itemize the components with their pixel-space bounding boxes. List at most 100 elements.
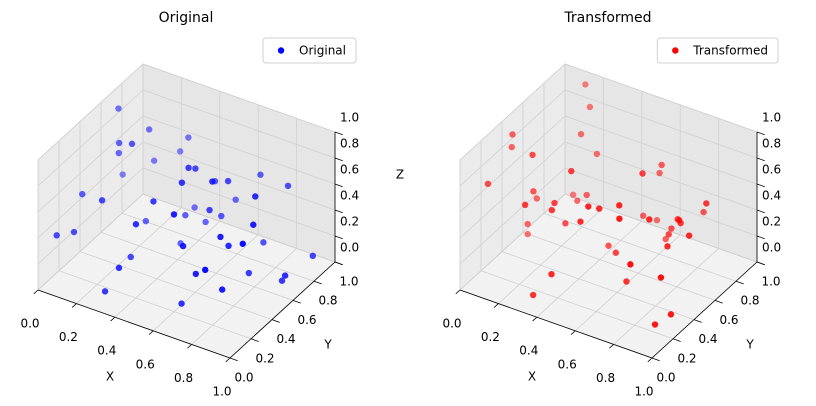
data-point xyxy=(612,249,620,256)
data-point xyxy=(577,218,584,225)
data-point xyxy=(192,270,200,278)
tick-mark xyxy=(609,344,614,349)
data-point xyxy=(529,151,536,159)
data-point xyxy=(703,200,710,207)
tick-mark xyxy=(493,303,499,308)
data-point xyxy=(593,150,601,158)
data-point xyxy=(524,220,531,228)
grid-line xyxy=(564,89,758,159)
data-point xyxy=(150,198,157,205)
chart-title: Original xyxy=(159,10,214,26)
y-axis-label: Y xyxy=(745,338,754,352)
grid-line xyxy=(459,167,566,265)
grid-line xyxy=(536,220,643,318)
data-point xyxy=(119,171,126,178)
data-point xyxy=(224,177,232,185)
tick-mark xyxy=(756,157,765,162)
grid-line xyxy=(522,232,716,301)
y-tick-label: 0.4 xyxy=(698,332,717,346)
x-tick-label: 0.8 xyxy=(174,371,193,385)
data-point xyxy=(658,161,665,169)
data-point xyxy=(562,220,569,227)
data-point xyxy=(677,219,684,227)
x-tick-label: 0.4 xyxy=(97,344,116,358)
tick-mark xyxy=(756,261,765,266)
data-point xyxy=(529,291,537,299)
y-tick-label: 0.6 xyxy=(719,313,738,327)
data-point xyxy=(284,182,292,190)
grid-line xyxy=(58,270,252,340)
data-point xyxy=(232,196,239,203)
tick-mark xyxy=(455,289,461,295)
data-point xyxy=(665,231,672,238)
grid-line xyxy=(142,89,336,159)
data-point xyxy=(667,311,675,318)
data-point xyxy=(509,131,516,138)
data-point xyxy=(178,179,186,186)
chart-title: Transformed xyxy=(563,10,651,26)
data-point xyxy=(115,264,123,272)
data-point xyxy=(218,212,225,220)
tick-mark xyxy=(334,157,343,162)
data-point xyxy=(185,134,192,141)
z-tick-label: 1.0 xyxy=(762,111,781,125)
tick-mark xyxy=(334,183,343,188)
x-tick-label: 0.6 xyxy=(558,357,577,371)
data-point xyxy=(101,288,109,295)
grid-line xyxy=(37,63,144,161)
tick-mark xyxy=(71,303,77,308)
tick-mark xyxy=(756,209,765,214)
data-point xyxy=(533,195,540,202)
grid-line xyxy=(459,193,566,291)
data-point xyxy=(257,171,264,178)
z-axis-label: Z xyxy=(396,168,404,182)
x-tick-label: 0.6 xyxy=(136,357,155,371)
grid-line xyxy=(613,248,719,345)
data-point xyxy=(627,261,634,268)
grid-line xyxy=(142,63,336,133)
grid-line xyxy=(564,63,758,133)
grid-line xyxy=(37,193,144,291)
data-point xyxy=(132,221,140,228)
z-tick-label: 1.0 xyxy=(340,111,359,125)
z-tick-label: 0.8 xyxy=(762,137,781,151)
data-point xyxy=(657,274,665,281)
data-point xyxy=(653,216,661,224)
grid-line xyxy=(114,220,221,318)
tick-mark xyxy=(33,289,39,295)
y-tick-label: 0.8 xyxy=(740,294,759,308)
subplot: 0.00.20.40.60.81.00.00.20.40.60.81.00.00… xyxy=(442,10,781,399)
grid-line xyxy=(79,251,273,320)
grid-line xyxy=(142,141,336,211)
z-tick-label: 0.4 xyxy=(762,189,781,203)
data-point xyxy=(185,164,192,172)
y-tick-label: 1.0 xyxy=(761,275,780,289)
data-point xyxy=(252,193,259,200)
data-point xyxy=(115,139,123,147)
data-point xyxy=(278,277,286,284)
data-point xyxy=(281,272,289,279)
tick-mark xyxy=(693,319,702,323)
grid-line xyxy=(37,115,144,213)
data-point xyxy=(656,169,663,177)
z-tick-label: 0.4 xyxy=(340,189,359,203)
data-point xyxy=(192,165,199,172)
data-point xyxy=(53,232,60,239)
y-tick-label: 0.6 xyxy=(297,313,316,327)
grid-line xyxy=(191,248,297,345)
data-point xyxy=(209,178,216,185)
data-point xyxy=(219,286,226,293)
x-tick-label: 0.2 xyxy=(481,330,500,344)
grid-line xyxy=(459,141,566,239)
y-tick-label: 1.0 xyxy=(339,275,358,289)
grid-line xyxy=(152,234,259,332)
y-tick-label: 0.4 xyxy=(276,332,295,346)
tick-mark xyxy=(756,131,765,136)
data-point xyxy=(178,300,185,307)
x-axis-label: X xyxy=(528,370,536,384)
legend-label: Original xyxy=(299,44,346,58)
tick-mark xyxy=(334,235,343,240)
y-tick-label: 0.2 xyxy=(677,351,696,365)
x-tick-label: 0.8 xyxy=(596,371,615,385)
